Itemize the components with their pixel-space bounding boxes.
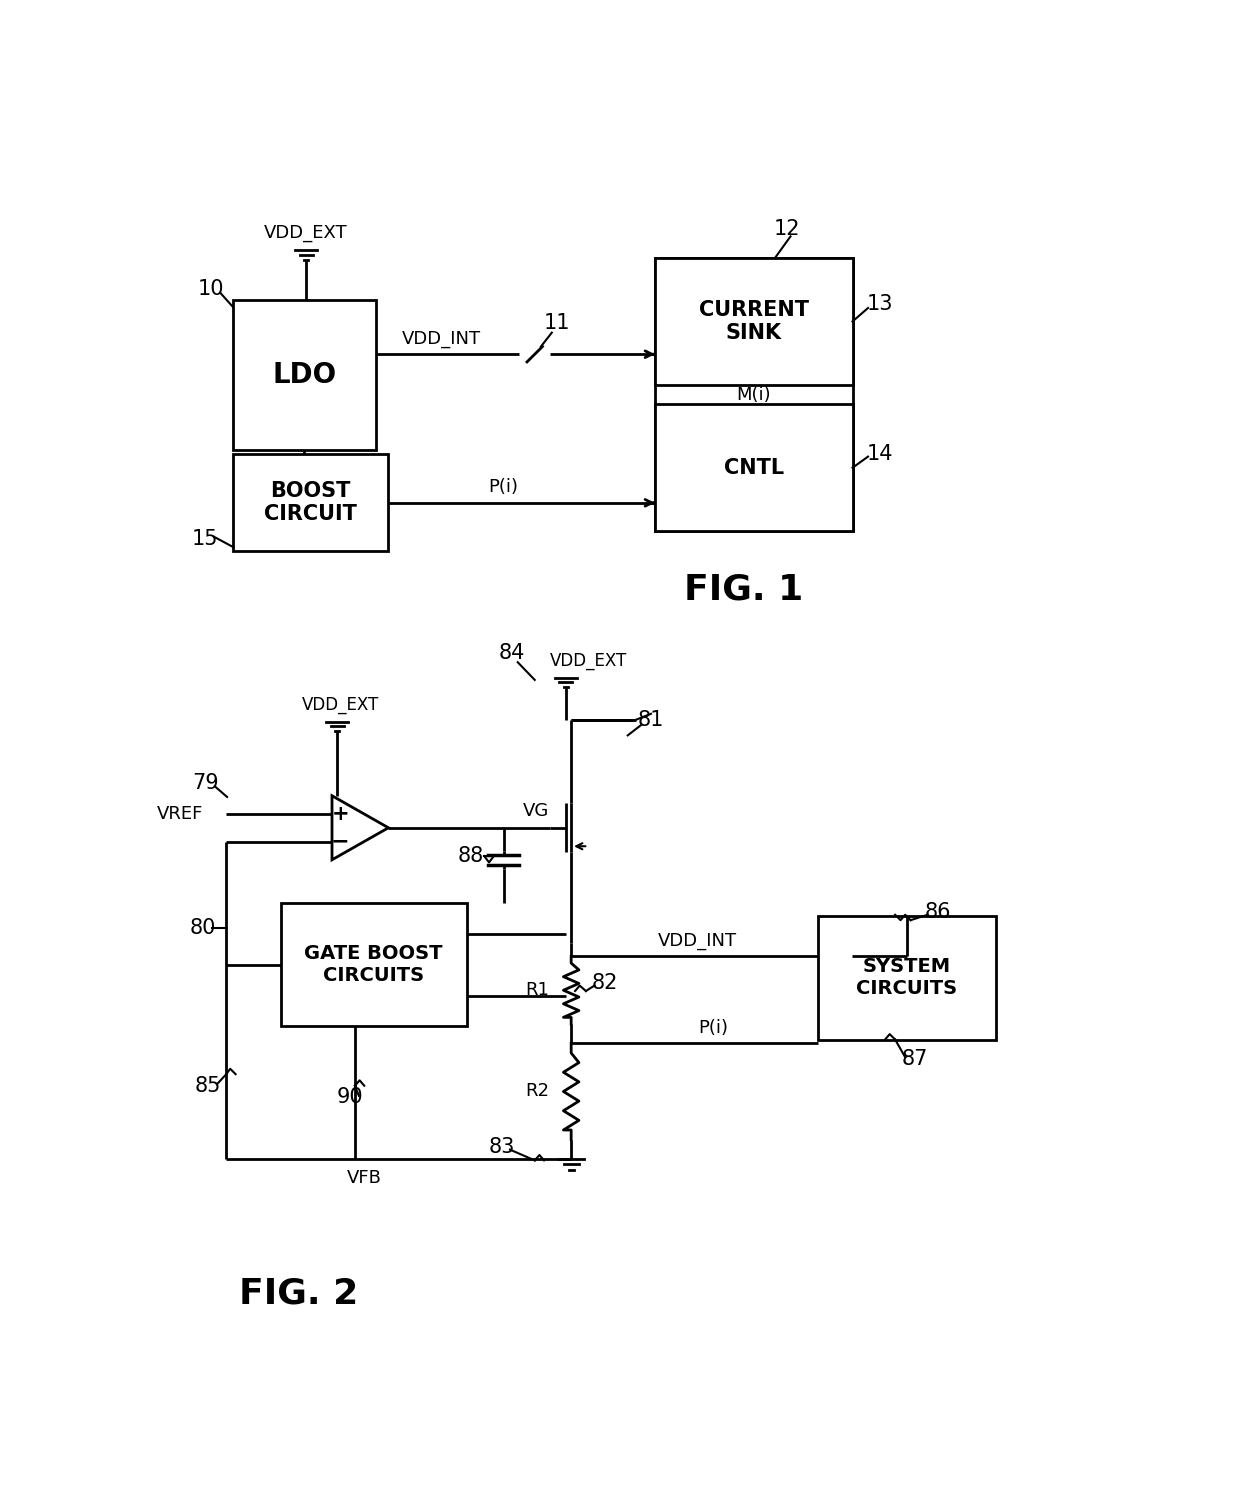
Text: VDD_EXT: VDD_EXT xyxy=(264,225,348,243)
Bar xyxy=(655,258,853,385)
Text: 10: 10 xyxy=(197,279,224,299)
Text: 80: 80 xyxy=(190,918,216,938)
Text: VG: VG xyxy=(523,802,549,820)
Bar xyxy=(655,258,853,531)
Text: 90: 90 xyxy=(337,1087,363,1107)
Text: 88: 88 xyxy=(458,846,485,866)
Text: CURRENT
SINK: CURRENT SINK xyxy=(698,300,808,344)
Text: LDO: LDO xyxy=(272,362,336,389)
Text: 13: 13 xyxy=(867,294,893,314)
Text: 86: 86 xyxy=(925,902,951,923)
Text: 15: 15 xyxy=(192,529,218,549)
Text: VDD_INT: VDD_INT xyxy=(658,932,737,950)
Bar xyxy=(280,903,466,1027)
Text: 87: 87 xyxy=(901,1048,928,1069)
Text: SYSTEM
CIRCUITS: SYSTEM CIRCUITS xyxy=(856,958,957,998)
Text: VDD_EXT: VDD_EXT xyxy=(551,651,627,670)
Text: FIG. 2: FIG. 2 xyxy=(239,1277,358,1310)
Text: 11: 11 xyxy=(543,314,569,333)
Bar xyxy=(655,404,853,531)
Bar xyxy=(233,300,376,451)
Text: VDD_EXT: VDD_EXT xyxy=(303,695,379,713)
Bar xyxy=(233,454,387,550)
Text: 84: 84 xyxy=(498,642,525,664)
Text: P(i): P(i) xyxy=(489,478,518,496)
Bar xyxy=(817,917,996,1039)
Text: 12: 12 xyxy=(774,219,800,238)
Text: FIG. 1: FIG. 1 xyxy=(684,572,804,606)
Text: R2: R2 xyxy=(526,1083,549,1101)
Text: GATE BOOST
CIRCUITS: GATE BOOST CIRCUITS xyxy=(304,944,443,985)
Polygon shape xyxy=(830,950,852,964)
Text: 82: 82 xyxy=(591,973,618,994)
Text: 81: 81 xyxy=(637,710,665,730)
Text: BOOST
CIRCUIT: BOOST CIRCUIT xyxy=(264,481,356,525)
Text: VFB: VFB xyxy=(347,1169,382,1187)
Text: R1: R1 xyxy=(526,982,549,1000)
Text: 79: 79 xyxy=(192,774,218,793)
Text: M(i): M(i) xyxy=(737,386,771,404)
Text: 85: 85 xyxy=(195,1075,221,1096)
Text: P(i): P(i) xyxy=(698,1019,728,1038)
Text: VREF: VREF xyxy=(156,805,203,823)
Text: +: + xyxy=(331,804,348,823)
Text: 83: 83 xyxy=(489,1137,515,1157)
Text: CNTL: CNTL xyxy=(724,458,784,478)
Text: −: − xyxy=(331,832,350,852)
Text: 14: 14 xyxy=(867,445,893,464)
Polygon shape xyxy=(332,796,388,860)
Text: VDD_INT: VDD_INT xyxy=(402,330,481,348)
